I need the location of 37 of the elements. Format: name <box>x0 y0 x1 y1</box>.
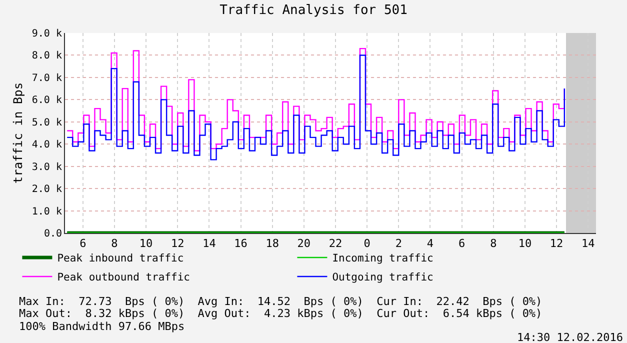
legend-label: Peak inbound traffic <box>57 252 184 265</box>
y-tick-label: 7.0 k <box>32 72 62 84</box>
text: Max In: 72.73 Bps ( 0%) Avg In: 14.52 Bps ( 0%) Cur In: 22.42 Bps ( 0%) <box>19 295 542 308</box>
x-tick-label: 12 <box>170 237 184 250</box>
y-axis-title: traffic in Bps <box>11 82 26 184</box>
x-tick-label: 6 <box>458 237 466 250</box>
x-tick-label: 6 <box>80 237 86 250</box>
x-tick-label: 14 <box>202 237 216 250</box>
text: 14:30 12.02.2016 <box>517 331 623 343</box>
legend-label: Incoming traffic <box>332 252 434 265</box>
x-tick-label: 4 <box>426 237 434 250</box>
x-tick-label: 10 <box>518 237 532 250</box>
x-tick-label: 16 <box>234 237 248 250</box>
chart-title: Traffic Analysis for 501 <box>220 3 408 18</box>
y-tick-label: 9.0 k <box>32 28 62 40</box>
x-tick-label: 22 <box>328 237 342 250</box>
y-tick-label: 4.0 k <box>32 140 62 151</box>
x-tick-label: 8 <box>490 237 497 250</box>
x-tick-label: 20 <box>297 237 311 250</box>
x-tick-label: 18 <box>266 237 279 250</box>
text: Max Out: 8.32 kBps ( 0%) Avg Out: 4.23 kBps ( 0%) Cur Out: 6.54 kBps ( 0%) <box>19 307 542 320</box>
text: 100% Bandwidth 97.66 MBps <box>19 320 185 333</box>
x-tick-label: 8 <box>111 237 118 250</box>
y-tick-label: 3.0 k <box>32 162 62 173</box>
x-tick-label: 2 <box>395 237 402 250</box>
x-tick-label: 0 <box>364 237 370 250</box>
y-tick-label: 1.0 k <box>32 206 62 218</box>
y-tick-label: 8.0 k <box>32 50 62 62</box>
y-tick-label: 6.0 k <box>32 95 62 106</box>
legend-label: Peak outbound traffic <box>57 272 190 284</box>
legend-label: Outgoing traffic <box>332 272 434 284</box>
x-tick-label: 10 <box>139 237 153 250</box>
x-tick-label: 14 <box>581 237 596 250</box>
y-tick-label: 0.0 <box>44 228 62 240</box>
x-tick-label: 12 <box>550 237 564 250</box>
y-tick-label: 5.0 k <box>32 117 62 128</box>
y-tick-label: 2.0 k <box>32 184 62 196</box>
